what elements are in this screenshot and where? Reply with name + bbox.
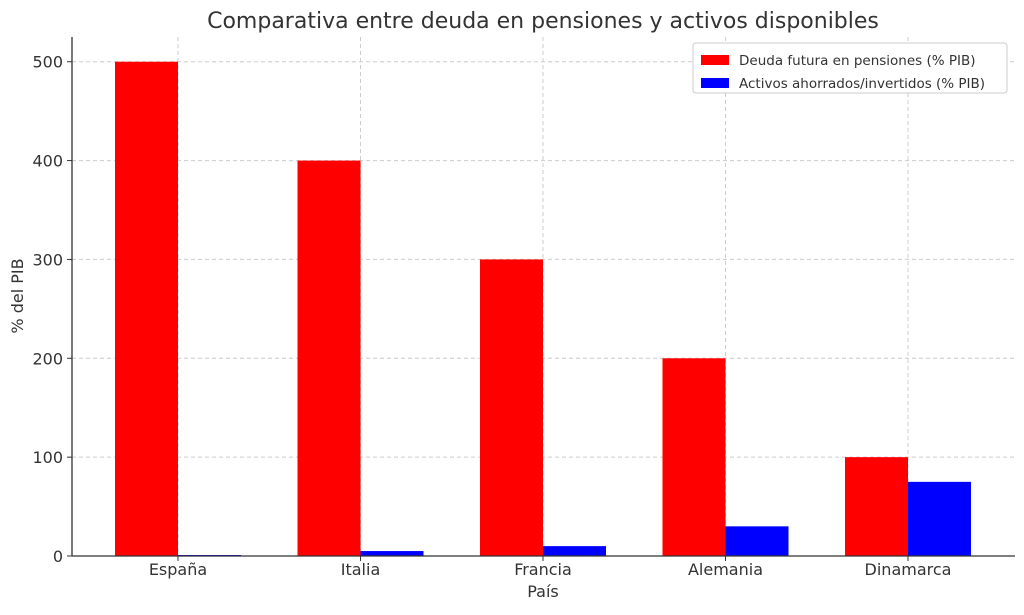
y-tick-label: 500: [32, 53, 63, 72]
x-axis-label: País: [527, 582, 559, 601]
bar-deuda-4: [845, 457, 908, 556]
bar-activos-4: [908, 481, 971, 556]
bar-deuda-2: [480, 259, 543, 556]
x-tick-label: España: [149, 560, 207, 579]
bar-deuda-0: [115, 61, 178, 556]
x-tick-label: Dinamarca: [865, 560, 952, 579]
legend: Deuda futura en pensiones (% PIB) Activos…: [692, 42, 1008, 94]
x-tick-label: Alemania: [688, 560, 763, 579]
chart-title: Comparativa entre deuda en pensiones y a…: [207, 9, 879, 34]
legend-label-1: Activos ahorrados/invertidos (% PIB): [739, 76, 985, 92]
y-tick-label: 0: [53, 547, 63, 566]
y-tick-label: 200: [32, 349, 63, 368]
bar-activos-2: [543, 546, 606, 556]
x-tick-label: Francia: [514, 560, 572, 579]
y-tick-label: 400: [32, 152, 63, 171]
y-axis-label: % del PIB: [8, 258, 27, 333]
y-tick-label: 300: [32, 250, 63, 269]
bar-deuda-3: [662, 358, 726, 556]
bar-activos-3: [725, 526, 789, 556]
legend-swatch-0: [701, 55, 729, 65]
bar-activos-1: [360, 551, 424, 556]
y-tick-label: 100: [32, 448, 63, 467]
bars: [115, 61, 971, 557]
legend-box: [692, 42, 1008, 94]
tick-labels: 0 100 200 300 400 500 España Italia Francia Alema…: [32, 53, 951, 579]
bar-deuda-1: [297, 160, 361, 557]
x-tick-label: Italia: [341, 560, 381, 579]
legend-swatch-1: [701, 78, 729, 88]
legend-label-0: Deuda futura en pensiones (% PIB): [739, 53, 976, 69]
